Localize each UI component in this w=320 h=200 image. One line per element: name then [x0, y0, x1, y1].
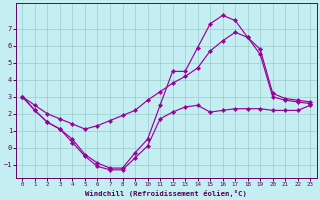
X-axis label: Windchill (Refroidissement éolien,°C): Windchill (Refroidissement éolien,°C): [85, 190, 247, 197]
